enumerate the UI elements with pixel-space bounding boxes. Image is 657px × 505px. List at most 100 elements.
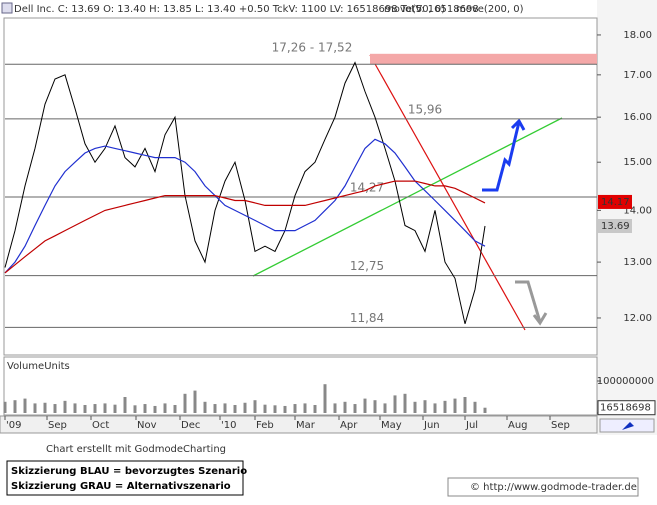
scenario-blue — [482, 118, 526, 192]
volume-bar — [273, 405, 277, 413]
volume-bar — [383, 403, 387, 413]
x-tick-label: May — [381, 420, 402, 431]
y-tick-label: 18.00 — [623, 30, 652, 41]
price-tag — [598, 194, 632, 209]
volume-bar — [403, 393, 407, 413]
x-tick-label: Sep — [551, 420, 570, 431]
volume-label: VolumeUnits — [7, 361, 70, 372]
volume-bar — [373, 400, 377, 413]
x-tick-label: Dec — [181, 420, 200, 431]
x-tick-label: Jun — [423, 420, 440, 431]
y-tick-label: 13.00 — [623, 257, 652, 268]
price-tag-label: 14.17 — [601, 197, 630, 208]
moving-average — [4, 180, 486, 274]
volume-panel — [3, 356, 598, 416]
price-tag — [598, 218, 632, 233]
volume-bar — [413, 401, 417, 413]
y-tick-label: 17.00 — [623, 70, 652, 81]
volume-bar — [183, 393, 187, 413]
volume-bar — [323, 384, 327, 413]
volume-bar — [3, 401, 7, 413]
notes-box — [6, 460, 244, 496]
menu-icon[interactable] — [1, 2, 13, 14]
source-box — [447, 477, 639, 497]
scenario-grey — [515, 280, 548, 326]
volume-bar — [453, 398, 457, 413]
credit: Chart erstellt mit GodmodeCharting — [46, 444, 226, 455]
x-tick-label: Aug — [508, 420, 528, 431]
volume-bar — [253, 400, 257, 413]
volume-bar — [113, 404, 117, 413]
y-tick-label: 12.00 — [623, 313, 652, 324]
x-tick-label: Nov — [137, 420, 157, 431]
volume-bar — [33, 403, 37, 413]
x-tick-label: Apr — [340, 420, 358, 431]
source: © http://www.godmode-trader.de — [470, 482, 637, 493]
volume-bar — [93, 404, 97, 413]
volume-bar — [313, 405, 317, 413]
volume-tag — [597, 400, 656, 416]
legend-entry: move(200, 0) — [456, 4, 524, 15]
volume-bar — [193, 390, 197, 413]
volume-bar — [223, 403, 227, 413]
y-tick-label: 16.00 — [623, 112, 652, 123]
volume-bar — [173, 405, 177, 413]
volume-bar — [233, 405, 237, 413]
volume-bar — [263, 404, 267, 413]
y-tick-label: 100000000 — [597, 376, 654, 387]
price-panel — [3, 17, 598, 356]
legend-entry: move(50, 0) — [384, 4, 445, 15]
trendline — [369, 54, 526, 331]
volume-bar — [163, 403, 167, 413]
level-label: 12,75 — [350, 259, 384, 273]
volume-bar — [433, 403, 437, 413]
volume-bar — [73, 403, 77, 413]
volume-bar — [43, 402, 47, 413]
volume-tag-label: 16518698 — [600, 403, 651, 414]
resistance-zone — [370, 53, 597, 65]
volume-bar — [203, 401, 207, 413]
y-tick-label: 14.00 — [623, 205, 652, 216]
volume-bar — [103, 403, 107, 413]
volume-bar — [123, 397, 127, 413]
volume-bar — [473, 401, 477, 413]
x-tick-label: Sep — [48, 420, 67, 431]
volume-bar — [363, 398, 367, 413]
x-tick-label: Jul — [465, 420, 478, 431]
x-tick-label: Feb — [256, 420, 274, 431]
volume-bar — [443, 400, 447, 413]
note: Skizzierung GRAU = Alternativszenario — [11, 481, 231, 492]
volume-bar — [243, 402, 247, 413]
volume-bar — [483, 407, 487, 413]
note: Skizzierung BLAU = bevorzugtes Szenario — [11, 466, 247, 477]
volume-bar — [63, 400, 67, 413]
volume-bar — [23, 398, 27, 413]
volume-bar — [213, 404, 217, 413]
volume-bar — [463, 397, 467, 413]
price-tag-label: 13.69 — [601, 221, 630, 232]
x-tick-label: Mar — [296, 420, 316, 431]
x-tick-label: '10 — [221, 420, 236, 431]
volume-bar — [283, 405, 287, 413]
x-tick-label: '09 — [6, 420, 21, 431]
volume-bar — [83, 405, 87, 413]
moving-average — [4, 138, 486, 274]
y-tick-label: 15.00 — [623, 157, 652, 168]
level-label: 15,96 — [408, 102, 442, 116]
level-label: 14,27 — [350, 181, 384, 195]
volume-bar — [343, 401, 347, 413]
volume-bar — [333, 403, 337, 413]
volume-bar — [153, 405, 157, 413]
volume-bar — [13, 400, 17, 413]
volume-bar — [53, 404, 57, 413]
x-tick-label: Oct — [92, 420, 109, 431]
volume-bar — [133, 405, 137, 413]
volume-bar — [393, 395, 397, 413]
volume-bar — [293, 404, 297, 413]
volume-bar — [353, 404, 357, 413]
tool-glyph — [622, 422, 634, 430]
volume-bar — [423, 400, 427, 413]
level-label: 17,26 - 17,52 — [272, 40, 353, 54]
x-axis-band — [0, 415, 598, 434]
